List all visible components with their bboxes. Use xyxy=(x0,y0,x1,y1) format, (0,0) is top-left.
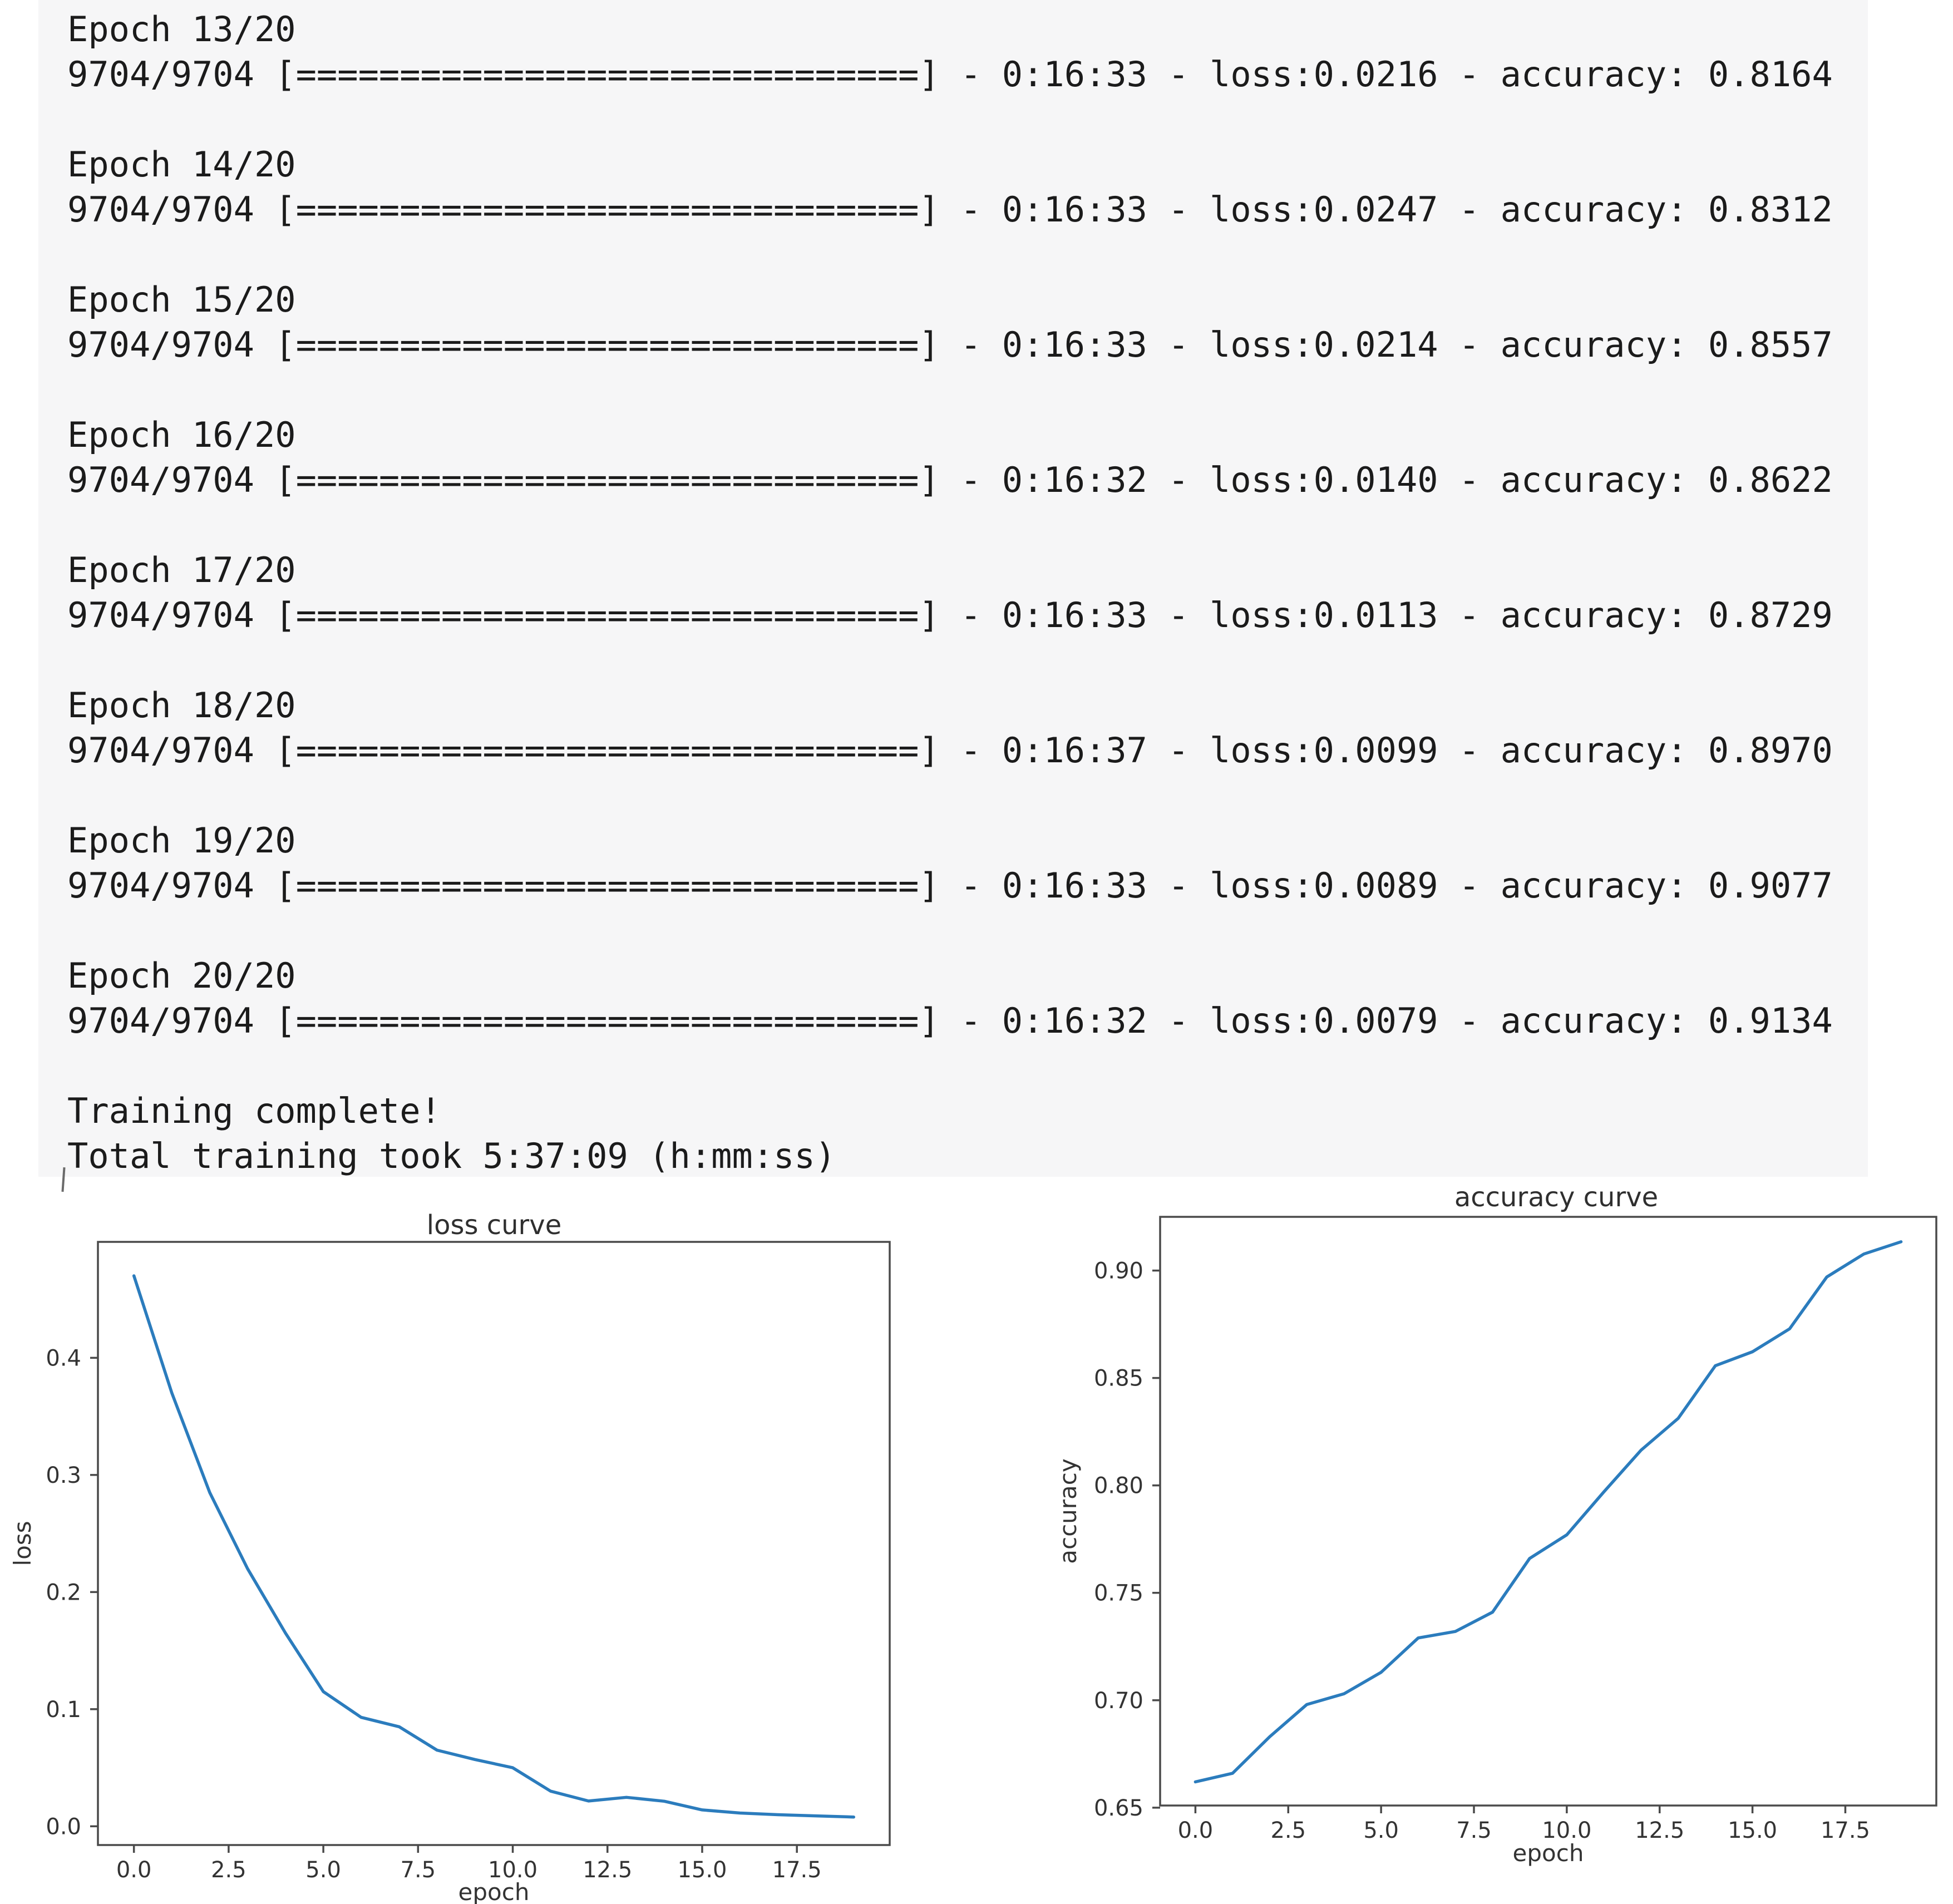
y-tick-label: 0.90 xyxy=(1094,1259,1143,1284)
x-axis-label: epoch xyxy=(458,1878,530,1904)
y-tick-label: 0.75 xyxy=(1094,1581,1143,1606)
x-tick-label: 10.0 xyxy=(1542,1818,1591,1843)
x-tick-label: 7.5 xyxy=(401,1857,436,1883)
chart-title: accuracy curve xyxy=(1454,1182,1658,1213)
y-tick-label: 0.3 xyxy=(46,1463,81,1488)
x-tick-label: 15.0 xyxy=(677,1857,727,1883)
x-tick-label: 5.0 xyxy=(305,1857,341,1883)
x-tick-label: 7.5 xyxy=(1456,1818,1492,1843)
y-tick-label: 0.80 xyxy=(1094,1473,1143,1499)
x-tick-label: 0.0 xyxy=(116,1857,152,1883)
x-tick-label: 2.5 xyxy=(1270,1818,1306,1843)
y-tick-label: 0.1 xyxy=(46,1697,81,1723)
y-tick-label: 0.4 xyxy=(46,1345,81,1371)
y-tick-label: 0.85 xyxy=(1094,1366,1143,1392)
x-tick-label: 10.0 xyxy=(488,1857,537,1883)
x-tick-label: 5.0 xyxy=(1363,1818,1399,1843)
y-tick-label: 0.2 xyxy=(46,1580,81,1605)
data-line xyxy=(132,1274,856,1819)
x-tick-label: 2.5 xyxy=(211,1857,246,1883)
y-tick-label: 0.65 xyxy=(1094,1796,1143,1821)
x-tick-label: 17.5 xyxy=(1821,1818,1870,1843)
x-tick-label: 0.0 xyxy=(1178,1818,1214,1843)
y-tick-label: 0.70 xyxy=(1094,1688,1143,1714)
plot-border xyxy=(97,1241,891,1846)
chart-title: loss curve xyxy=(427,1210,561,1241)
x-tick-label: 12.5 xyxy=(1635,1818,1684,1843)
x-tick-label: 12.5 xyxy=(583,1857,632,1883)
data-line xyxy=(1194,1240,1903,1784)
y-tick-label: 0.0 xyxy=(46,1814,81,1839)
accuracy-curve-chart: 0.0 2.5 5.0 7.5 10.0 12.5 15.0 17.5 0.65 0.70 0.75… xyxy=(1054,1182,1937,1867)
plot-border xyxy=(1159,1216,1937,1807)
y-axis-label: loss xyxy=(9,1521,36,1566)
x-tick-label: 15.0 xyxy=(1728,1818,1777,1843)
x-axis-label: epoch xyxy=(1513,1839,1584,1867)
y-axis-label: accuracy xyxy=(1054,1458,1082,1564)
console-output-panel: Epoch 13/20 9704/9704 [=================… xyxy=(38,0,1868,1177)
x-tick-label: 17.5 xyxy=(772,1857,822,1883)
loss-curve-chart: 0.0 2.5 5.0 7.5 10.0 12.5 15.0 17.5 0.0 0.1 0.2 0.3… xyxy=(9,1210,891,1904)
console-output: Epoch 13/20 9704/9704 [=================… xyxy=(67,9,1833,1176)
